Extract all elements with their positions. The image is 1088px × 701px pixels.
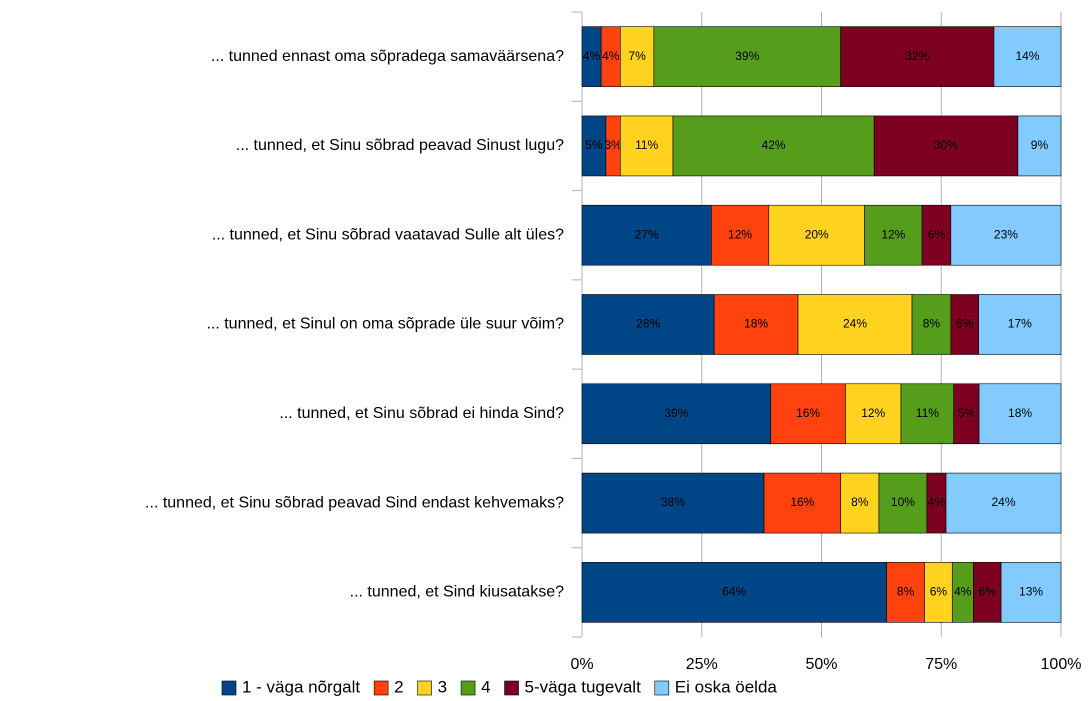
value-label: 32% [905, 49, 929, 63]
value-label: 27% [635, 227, 659, 241]
legend-swatch [504, 680, 519, 696]
bar-segment [921, 204, 952, 266]
value-label: 11% [916, 406, 939, 420]
x-tick-label: 100% [1041, 656, 1082, 673]
value-label: 10% [891, 495, 915, 509]
value-label: 6% [928, 227, 946, 241]
bar-segment [620, 26, 655, 87]
value-label: 28% [636, 317, 660, 331]
value-label: 24% [843, 317, 867, 331]
x-tick-label: 25% [686, 656, 718, 673]
bar-segment [950, 294, 979, 355]
value-label: 5% [958, 406, 976, 420]
value-label: 8% [851, 495, 869, 509]
value-label: 18% [1008, 406, 1032, 420]
y-tick-label: ... tunned, et Sinu sõbrad vaatavad Sull… [212, 226, 564, 243]
bar-segment [945, 472, 1062, 534]
bar-segment [770, 383, 846, 445]
bar-segment [1000, 562, 1062, 623]
bar-segment [1017, 115, 1062, 177]
bar-segment [672, 115, 875, 177]
legend-label: 5-väga tugevalt [525, 677, 642, 696]
legend-label: 2 [394, 677, 403, 696]
bar-segment [763, 472, 841, 534]
bar-segment [713, 294, 799, 355]
value-label: 12% [881, 227, 905, 241]
legend-swatch [417, 680, 432, 696]
legend-swatch [460, 680, 476, 696]
bar-segment [653, 26, 841, 87]
value-label: 6% [956, 317, 974, 331]
value-label: 17% [1008, 317, 1032, 331]
bar-segment [953, 383, 980, 445]
bar-segment [978, 383, 1062, 445]
legend-label: 1 - väga nõrgalt [242, 677, 360, 696]
value-label: 16% [790, 495, 814, 509]
value-label: 9% [1031, 138, 1049, 152]
bar-segment [768, 204, 865, 266]
value-label: 4% [928, 495, 946, 509]
value-label: 39% [735, 49, 759, 63]
legend-label: 4 [481, 677, 490, 696]
value-label: 12% [861, 406, 885, 420]
value-label: 12% [728, 227, 752, 241]
bar-segment [845, 383, 902, 445]
value-label: 6% [979, 585, 997, 599]
legend-label: 3 [438, 677, 447, 696]
bar-segment [973, 562, 1002, 623]
y-tick-label: ... tunned ennast oma sõpradega samaväär… [211, 48, 564, 65]
bar-segment [864, 204, 923, 266]
value-label: 8% [897, 585, 915, 599]
y-tick-label: ... tunned, et Sinu sõbrad ei hinda Sind… [279, 405, 564, 422]
value-label: 18% [744, 317, 768, 331]
value-label: 11% [635, 138, 658, 152]
value-label: 64% [722, 585, 746, 599]
value-label: 5% [585, 138, 603, 152]
value-label: 13% [1019, 585, 1043, 599]
value-label: 38% [661, 495, 685, 509]
value-label: 4% [583, 49, 601, 63]
bar-segment [950, 204, 1062, 266]
value-label: 7% [628, 49, 646, 63]
bar-segment [840, 472, 880, 534]
bar-segment [873, 115, 1019, 177]
bar-segment [840, 26, 995, 87]
legend-swatch [654, 680, 670, 696]
bar-segment [711, 204, 770, 266]
value-label: 14% [1015, 49, 1039, 63]
value-label: 24% [992, 495, 1016, 509]
value-label: 42% [762, 138, 786, 152]
x-tick-label: 0% [570, 656, 593, 673]
bar-segment [978, 294, 1062, 355]
legend-swatch [373, 680, 389, 696]
y-tick-label: ... tunned, et Sinu sõbrad peavad Sinust… [236, 137, 564, 154]
value-label: 16% [796, 406, 820, 420]
value-label: 6% [930, 585, 948, 599]
value-label: 4% [602, 49, 620, 63]
bar-segment [886, 562, 925, 623]
bar-segment [581, 294, 715, 355]
bar-segment [581, 383, 772, 445]
value-label: 8% [923, 317, 941, 331]
y-tick-label: ... tunned, et Sinu sõbrad peavad Sind e… [145, 494, 564, 511]
value-label: 4% [954, 585, 972, 599]
legend-swatch [221, 680, 237, 696]
value-label: 39% [664, 406, 688, 420]
y-tick-label: ... tunned, et Sinul on oma sõprade üle … [206, 316, 564, 333]
y-tick-label: ... tunned, et Sind kiusatakse? [350, 584, 564, 601]
value-label: 23% [994, 227, 1018, 241]
legend-label: Ei oska öelda [675, 677, 778, 696]
bar-segment [581, 562, 887, 623]
bar-segment [993, 26, 1062, 87]
value-label: 30% [934, 138, 958, 152]
bar-segment [581, 204, 712, 266]
x-tick-label: 75% [925, 656, 957, 673]
bar-segment [878, 472, 928, 534]
value-label: 20% [805, 227, 829, 241]
bar-segment [797, 294, 913, 355]
value-label: 3% [604, 138, 622, 152]
x-tick-label: 50% [805, 656, 837, 673]
